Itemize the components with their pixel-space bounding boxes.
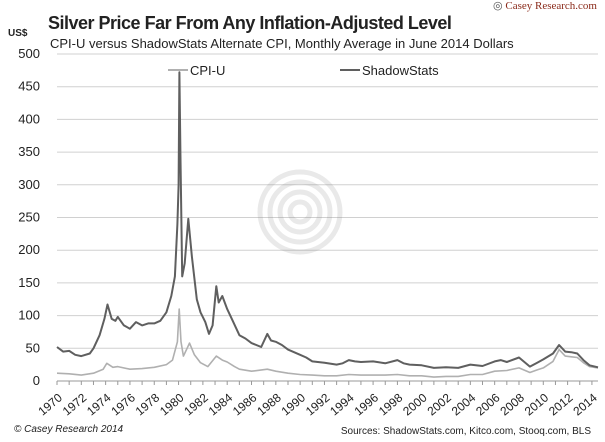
x-tick-label: 1982: [181, 390, 211, 418]
logo-text: Casey Research.com: [505, 0, 597, 12]
y-tick-label: 500: [18, 46, 40, 61]
x-tick-label: 2010: [522, 390, 552, 418]
x-tick-label: 1998: [376, 390, 406, 418]
casey-research-logo: ◎ Casey Research.com: [493, 0, 597, 13]
y-tick-label: 450: [18, 79, 40, 94]
x-tick-label: 1994: [327, 390, 357, 418]
y-tick-label: 200: [18, 242, 40, 257]
watermark-ring: [277, 189, 323, 235]
sources: Sources: ShadowStats.com, Kitco.com, Sto…: [340, 426, 591, 437]
x-tick-label: 2012: [546, 390, 576, 418]
x-tick-label: 2006: [473, 390, 503, 418]
y-tick-label: 0: [33, 373, 40, 388]
x-tick-label: 1976: [108, 390, 138, 418]
x-tick-label: 1988: [254, 390, 284, 418]
logo-icon: ◎: [493, 0, 503, 12]
x-tick-label: 1996: [352, 390, 382, 418]
copyright: © Casey Research 2014: [14, 424, 124, 435]
watermark-ring: [257, 169, 343, 255]
series-line-cpi-u: [56, 308, 599, 378]
x-tick-label: 1986: [230, 390, 260, 418]
legend-label: ShadowStats: [362, 63, 439, 78]
x-tick-label: 2000: [400, 390, 430, 418]
x-tick-label: 1974: [84, 390, 114, 418]
chart-subtitle: CPI-U versus ShadowStats Alternate CPI, …: [50, 36, 514, 51]
x-tick-label: 2008: [497, 390, 527, 418]
x-tick-label: 1970: [35, 390, 65, 418]
watermark-ring: [267, 179, 333, 245]
x-tick-label: 2004: [449, 390, 479, 418]
x-tick-label: 1984: [206, 390, 236, 418]
x-tick-label: 1972: [60, 390, 90, 418]
y-tick-label: 100: [18, 308, 40, 323]
x-tick-label: 1992: [303, 390, 333, 418]
y-tick-label: 400: [18, 111, 40, 126]
watermark-icon: [257, 169, 343, 255]
x-tick-label: 1990: [279, 390, 309, 418]
x-tick-label: 2002: [425, 390, 455, 418]
series-line-shadowstats: [56, 71, 599, 369]
y-tick-label: 50: [26, 340, 40, 355]
y-tick-label: 300: [18, 177, 40, 192]
legend-label: CPI-U: [190, 63, 225, 78]
y-tick-label: 150: [18, 275, 40, 290]
y-tick-label: 350: [18, 144, 40, 159]
y-axis-unit: US$: [8, 28, 28, 39]
chart-title: Silver Price Far From Any Inflation-Adju…: [48, 13, 452, 33]
y-tick-label: 250: [18, 210, 40, 225]
x-tick-label: 1980: [157, 390, 187, 418]
x-tick-label: 2014: [570, 390, 600, 418]
watermark-ring: [287, 199, 313, 225]
x-tick-label: 1978: [133, 390, 163, 418]
